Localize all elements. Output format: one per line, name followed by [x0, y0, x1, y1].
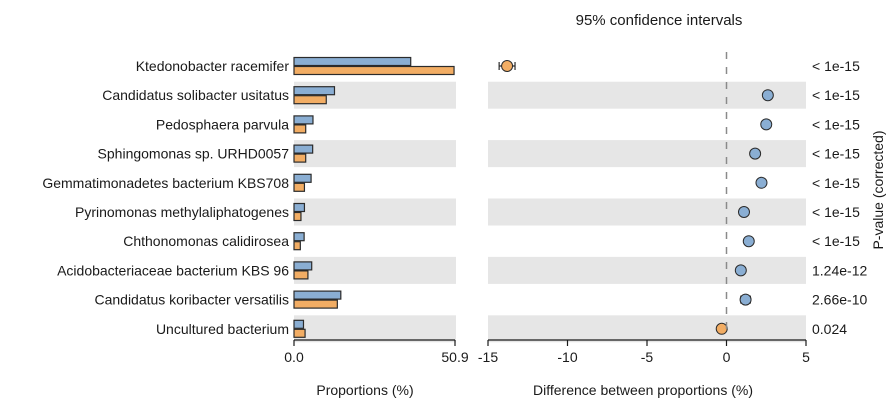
right-x-axis-label: Difference between proportions (%)	[533, 382, 753, 398]
difference-point	[715, 322, 728, 335]
p-value-label: < 1e-15	[812, 233, 860, 249]
difference-point	[749, 147, 762, 160]
bar-series-blue	[293, 86, 336, 96]
row-band-left	[294, 198, 456, 226]
p-value-label: 2.66e-10	[812, 292, 867, 308]
bar-series-orange	[293, 95, 327, 105]
right-x-tick-label: 5	[802, 349, 810, 365]
p-value-label: < 1e-15	[812, 116, 860, 132]
bar-series-blue	[293, 232, 305, 242]
bar-series-orange	[293, 124, 307, 134]
bar-series-orange	[293, 241, 301, 251]
p-value-label: < 1e-15	[812, 175, 860, 191]
bar-series-blue	[293, 290, 342, 300]
bar-series-orange	[293, 299, 338, 309]
species-labels: Ktedonobacter racemifer Candidatus soliba…	[42, 58, 289, 337]
species-label: Gemmatimonadetes bacterium KBS708	[42, 175, 289, 191]
difference-point	[734, 264, 747, 277]
right-x-tick-label: -15	[478, 349, 498, 365]
difference-point	[755, 176, 768, 189]
bar-series-blue	[293, 202, 306, 213]
difference-point	[501, 60, 514, 72]
row-band-left	[294, 256, 456, 284]
axis-text: 95% confidence intervals Proportions (%)…	[316, 12, 886, 398]
bar-series-blue	[293, 56, 412, 67]
ci-title: 95% confidence intervals	[576, 12, 743, 29]
bar-series-blue	[293, 115, 314, 125]
species-label: Candidatus solibacter usitatus	[102, 87, 289, 103]
right-x-tick-label: -5	[641, 349, 654, 365]
bar-series-orange	[293, 65, 455, 76]
species-label: Sphingomonas sp. URHD0057	[98, 146, 290, 162]
row-band-left	[294, 315, 456, 343]
p-value-label: < 1e-15	[812, 58, 860, 74]
row-band-left	[294, 140, 456, 168]
row-bands	[294, 81, 806, 343]
bar-series-blue	[293, 319, 305, 329]
bar-series-orange	[293, 182, 306, 192]
difference-point	[742, 235, 755, 248]
bar-series-blue	[293, 144, 314, 154]
row-band-right	[488, 198, 806, 226]
bar-series-blue	[293, 173, 312, 183]
species-label: Ktedonobacter racemifer	[136, 58, 290, 74]
proportion-bars	[293, 56, 455, 338]
p-value-label: 1.24e-12	[812, 262, 867, 278]
p-value-axis-label: P-value (corrected)	[870, 130, 886, 249]
left-x-tick-label: 0.0	[284, 349, 304, 365]
p-value-label: < 1e-15	[812, 146, 860, 162]
left-x-axis-label: Proportions (%)	[316, 382, 413, 398]
species-label: Acidobacteriaceae bacterium KBS 96	[57, 262, 289, 278]
right-x-tick-label: 0	[723, 349, 731, 365]
bar-series-orange	[293, 328, 306, 338]
row-band-right	[488, 256, 806, 284]
difference-point	[737, 206, 750, 218]
row-band-right	[488, 81, 806, 109]
left-x-tick-label: 50.9	[441, 349, 468, 365]
bar-series-orange	[293, 211, 302, 222]
species-label: Uncultured bacterium	[156, 321, 289, 337]
species-label: Pedosphaera parvula	[156, 116, 289, 132]
difference-point	[739, 293, 752, 306]
p-value-label: < 1e-15	[812, 87, 860, 103]
p-value-labels: < 1e-15 < 1e-15 < 1e-15 < 1e-15 < 1e-15 < 1e-…	[812, 58, 867, 337]
species-label: Candidatus koribacter versatilis	[94, 292, 289, 308]
difference-point	[760, 118, 773, 131]
p-value-label: 0.024	[812, 321, 847, 337]
bar-series-orange	[293, 270, 309, 280]
species-label: Pyrinomonas methylaliphatogenes	[75, 204, 289, 220]
bar-series-blue	[293, 261, 313, 271]
difference-point	[761, 89, 774, 102]
right-x-tick-label: -10	[557, 349, 577, 365]
row-band-right	[488, 315, 806, 343]
species-label: Chthonomonas calidirosea	[123, 233, 289, 249]
p-value-label: < 1e-15	[812, 204, 860, 220]
difference-points	[498, 60, 774, 335]
bar-series-orange	[293, 153, 307, 163]
axes: 0.0 50.9 -15 -10 -5 0 5	[284, 52, 810, 365]
